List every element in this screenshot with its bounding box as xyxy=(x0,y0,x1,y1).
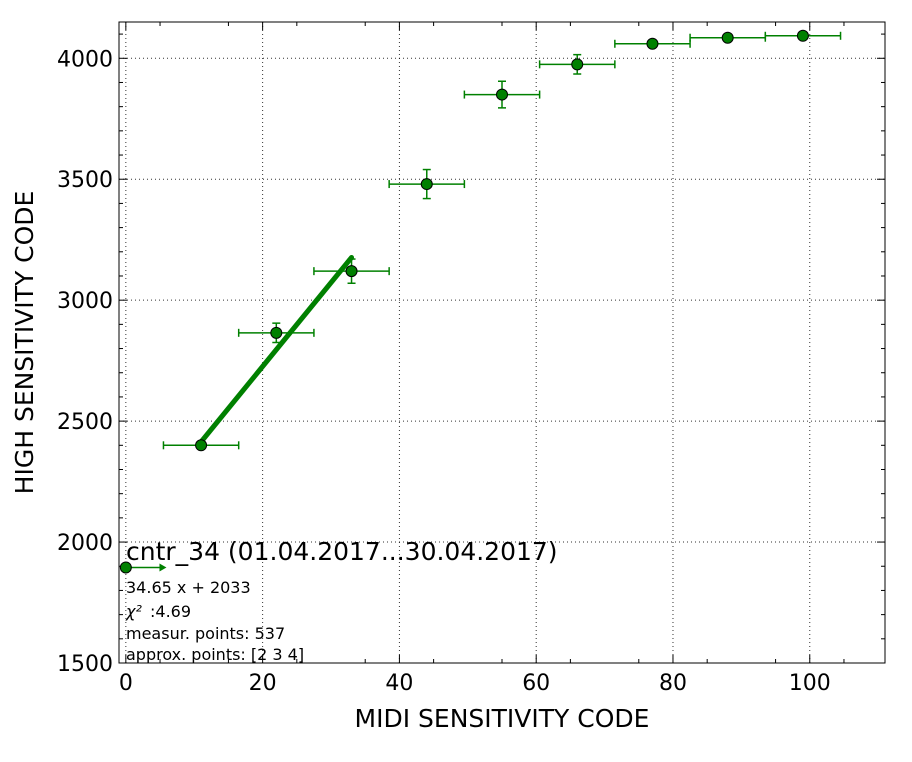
annotation-approx-points: approx. points: [2 3 4] xyxy=(126,645,304,664)
x-tick-label: 40 xyxy=(385,671,413,696)
data-point xyxy=(689,31,767,44)
x-error-arrow xyxy=(159,563,167,572)
data-marker xyxy=(119,561,132,574)
x-tick-label: 100 xyxy=(789,671,831,696)
data-point xyxy=(538,53,616,75)
y-tick-label: 2500 xyxy=(57,410,113,435)
annotation-title: cntr_34 (01.04.2017...30.04.2017) xyxy=(126,537,558,566)
y-tick-label: 1500 xyxy=(57,652,113,677)
data-point xyxy=(764,29,842,42)
data-marker xyxy=(345,265,358,278)
data-marker xyxy=(571,58,584,71)
data-point xyxy=(237,322,315,344)
data-marker xyxy=(270,326,283,339)
plot-frame xyxy=(118,21,886,664)
data-marker xyxy=(646,37,659,50)
grid xyxy=(119,22,885,664)
y-tick-label: 4000 xyxy=(57,47,113,72)
annotation-equation: 34.65 x + 2033 xyxy=(126,578,251,597)
x-tick-label: 80 xyxy=(659,671,687,696)
annotation-chi2-value: :4.69 xyxy=(150,602,191,621)
y-axis-label: HIGH SENSITIVITY CODE xyxy=(10,191,39,495)
y-tick-label: 3000 xyxy=(57,289,113,314)
data-marker xyxy=(796,29,809,42)
x-tick-label: 60 xyxy=(522,671,550,696)
data-point xyxy=(463,80,541,109)
y-tick-label: 3500 xyxy=(57,168,113,193)
y-tick-label: 2000 xyxy=(57,531,113,556)
x-tick-label: 20 xyxy=(249,671,277,696)
data-marker xyxy=(195,439,208,452)
ticks xyxy=(119,22,885,664)
annotation-measur-points: measur. points: 537 xyxy=(126,624,285,643)
annotation-chi2-symbol: χ² xyxy=(125,602,142,621)
data-layer xyxy=(119,29,842,574)
x-axis-label: MIDI SENSITIVITY CODE xyxy=(355,704,650,733)
data-marker xyxy=(721,31,734,44)
data-point xyxy=(162,439,240,452)
data-point xyxy=(313,258,390,284)
data-marker xyxy=(420,178,433,191)
data-marker xyxy=(496,88,508,101)
data-point xyxy=(614,37,691,50)
tick-labels: 0 20 40 60 80 100 1500 2000 2500 3000 3500 4000 xyxy=(57,47,831,696)
x-tick-label: 0 xyxy=(119,671,133,696)
data-point xyxy=(388,168,466,200)
data-point xyxy=(119,561,167,574)
fit-line xyxy=(198,254,355,445)
